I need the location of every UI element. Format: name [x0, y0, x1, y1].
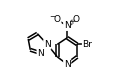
Text: N: N: [64, 21, 71, 30]
Text: N: N: [37, 49, 44, 58]
Text: O: O: [54, 15, 61, 24]
Text: N: N: [44, 40, 51, 49]
Text: N: N: [64, 60, 71, 69]
Text: Br: Br: [83, 40, 92, 49]
Text: +: +: [69, 19, 75, 25]
Text: O: O: [72, 15, 79, 24]
Text: −: −: [49, 14, 55, 20]
